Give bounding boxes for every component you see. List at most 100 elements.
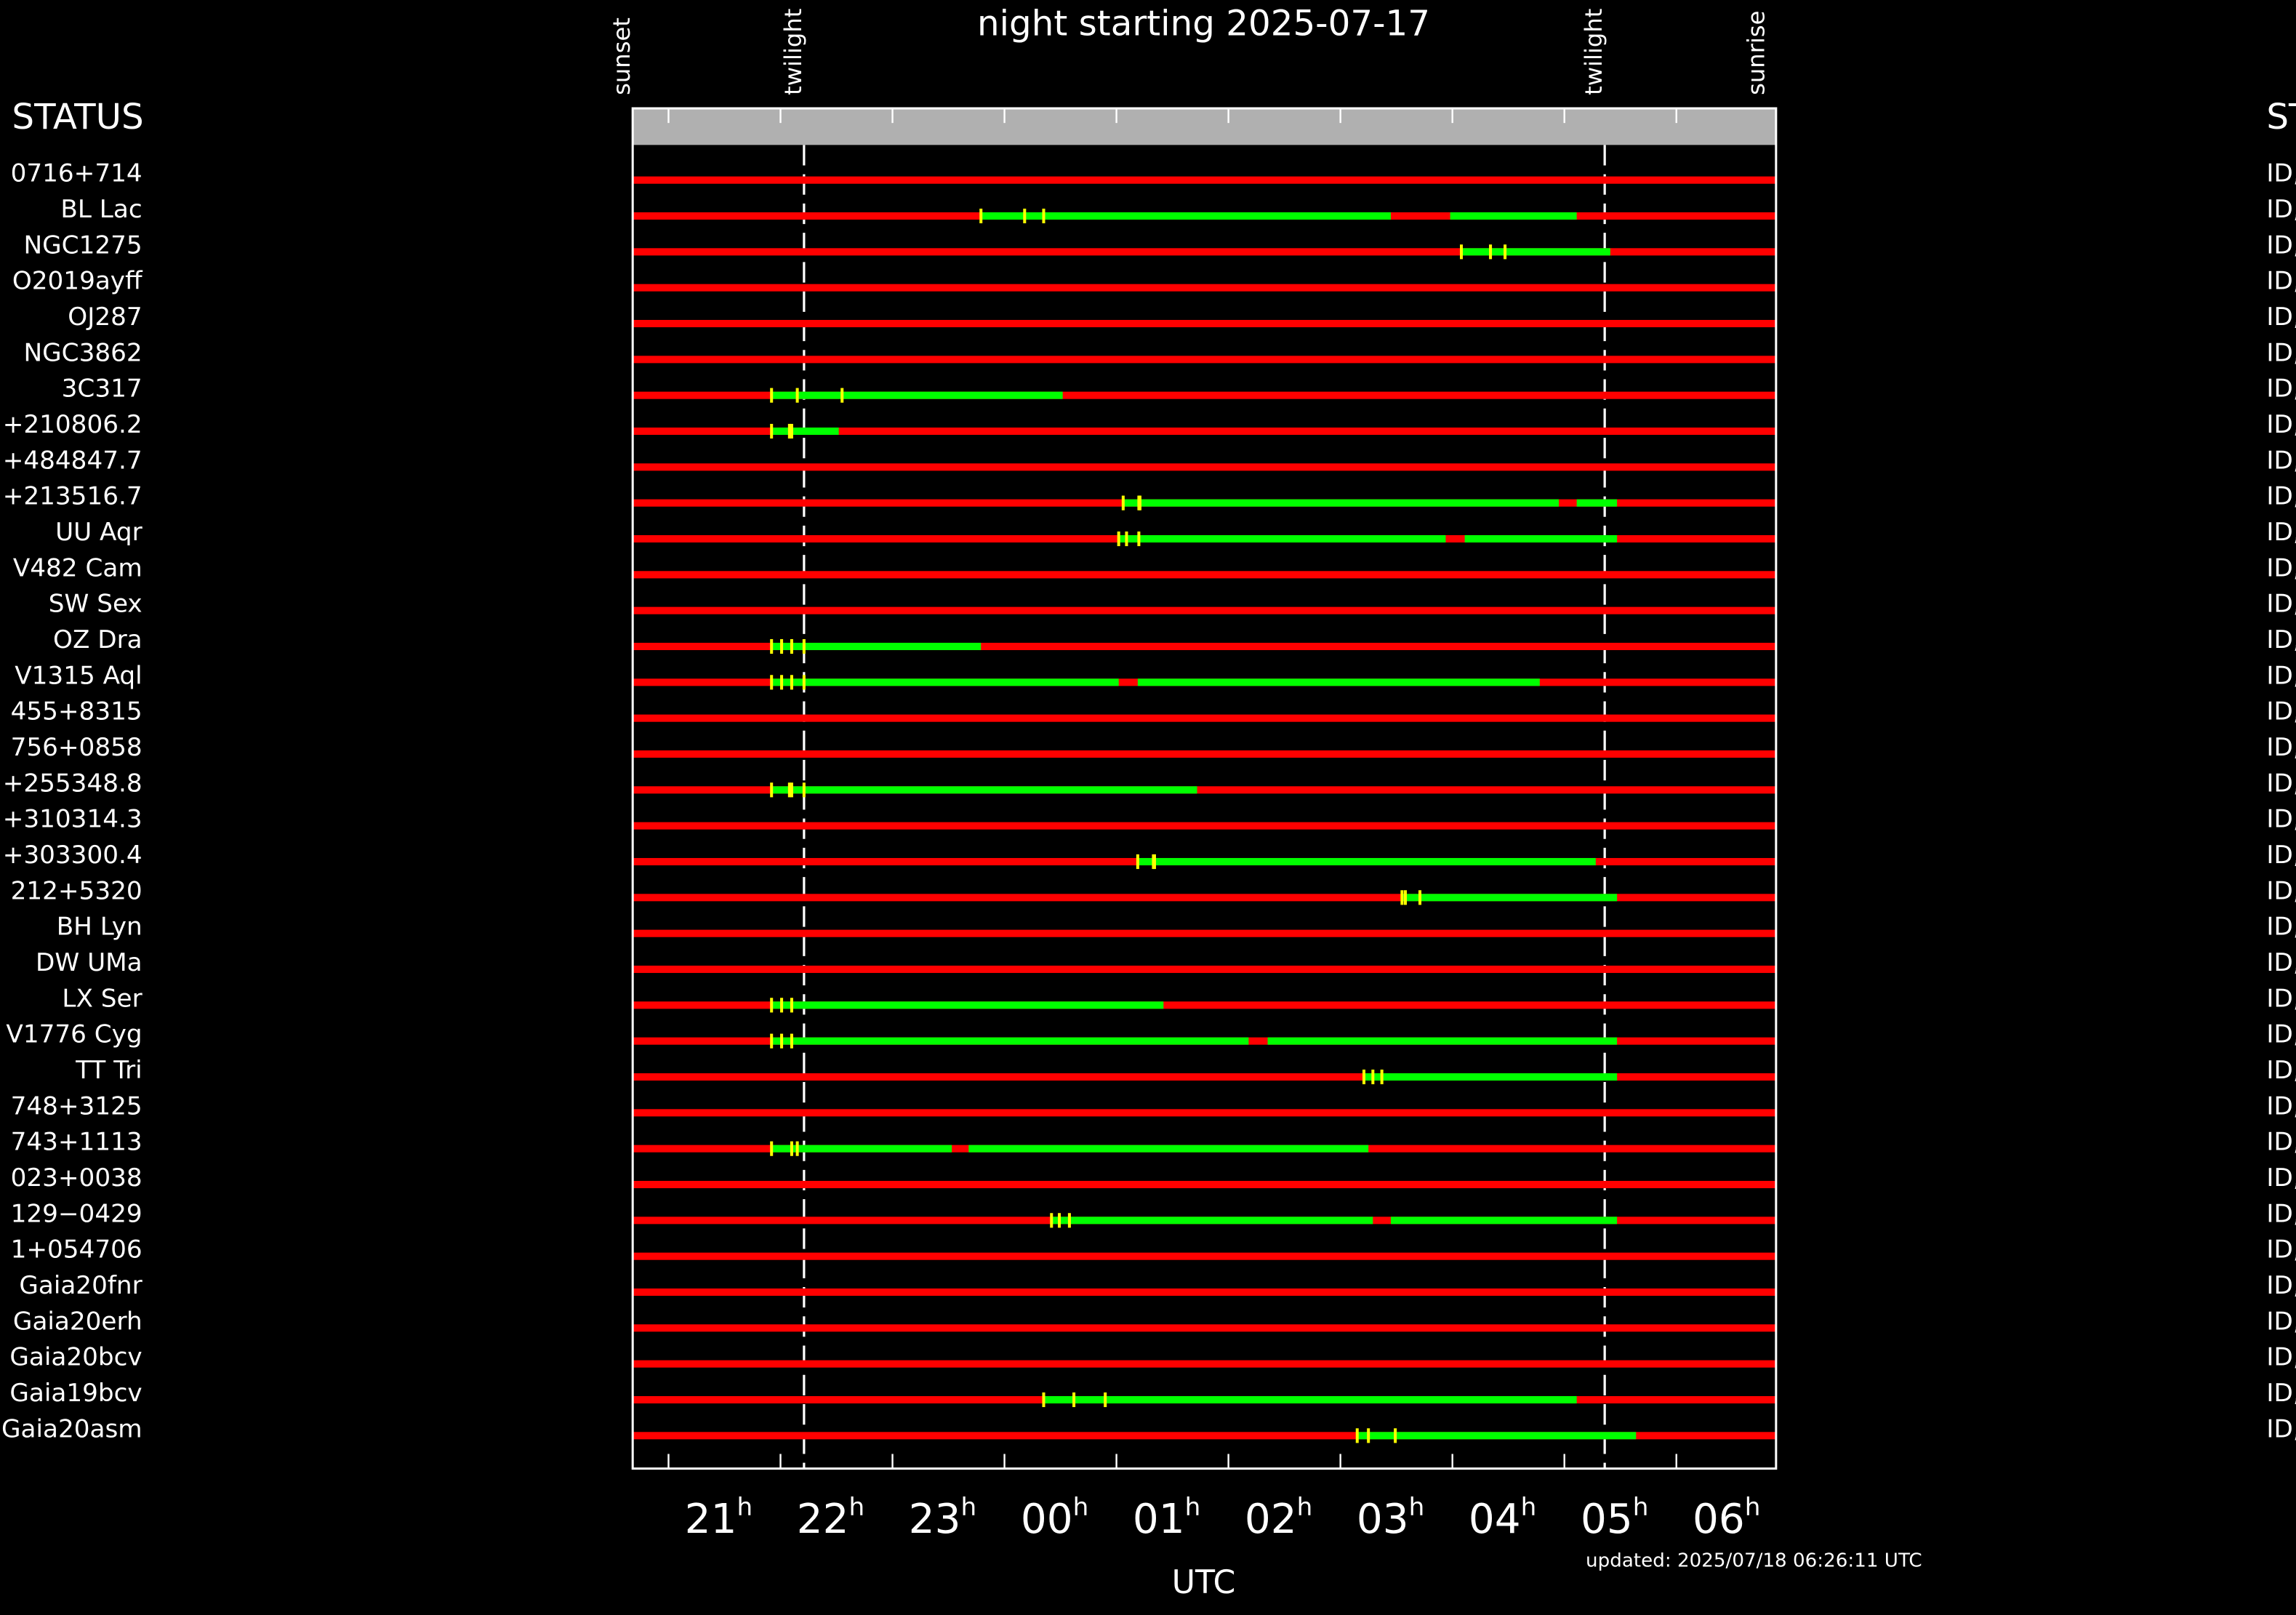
window-mark (770, 675, 774, 690)
window-mark (795, 388, 799, 403)
target-status: ID, (2266, 231, 2296, 260)
window-mark (1367, 1428, 1370, 1443)
row-bar (633, 319, 1776, 328)
target-name: 743+1113 (11, 1128, 143, 1157)
window-mark (770, 423, 774, 439)
row-bar (633, 822, 1776, 830)
target-status: ID, (2266, 553, 2296, 582)
window-mark (1050, 1213, 1053, 1228)
target-status: ID, (2266, 1163, 2296, 1193)
visibility-window (1364, 1073, 1618, 1081)
visibility-window (771, 1145, 952, 1153)
window-mark (1138, 495, 1141, 510)
window-mark (790, 423, 793, 439)
target-name: +484847.7 (3, 446, 143, 475)
row-bar (633, 786, 1776, 794)
window-mark (1136, 854, 1139, 870)
left-header: STATUS (12, 97, 143, 137)
window-mark (780, 638, 784, 654)
target-name: 748+3125 (11, 1091, 143, 1121)
target-name: V482 Cam (13, 553, 143, 582)
window-mark (787, 423, 791, 439)
target-name: +303300.4 (3, 841, 143, 870)
window-mark (780, 998, 784, 1013)
visibility-window (771, 1001, 1164, 1009)
target-name: Gaia20bcv (9, 1343, 142, 1372)
time-header-bar (633, 108, 1776, 145)
target-name: Gaia19bcv (9, 1379, 142, 1408)
target-name: +255348.8 (3, 769, 143, 798)
target-status: ID, (2266, 841, 2296, 870)
target-status: ID, (2266, 590, 2296, 619)
window-mark (1380, 1069, 1384, 1085)
target-status: ID, (2266, 159, 2296, 188)
target-name: 455+8315 (11, 697, 143, 726)
visibility-window (771, 678, 1119, 686)
visibility-window (1450, 212, 1577, 220)
target-name: 212+5320 (11, 876, 143, 905)
row-bar (633, 356, 1776, 364)
target-status: ID, (2266, 661, 2296, 690)
row-bar (633, 894, 1776, 902)
target-status: ID, (2266, 1414, 2296, 1443)
target-status: ID, (2266, 1343, 2296, 1372)
window-mark (790, 675, 793, 690)
window-mark (1042, 208, 1045, 224)
target-status: ID, (2266, 1128, 2296, 1157)
row-bar (633, 642, 1776, 651)
target-status: ID, (2266, 410, 2296, 439)
plot-frame (631, 107, 1778, 1470)
window-mark (1117, 531, 1120, 547)
window-mark (770, 388, 774, 403)
target-name: +210806.2 (3, 410, 143, 439)
window-mark (770, 1033, 774, 1049)
window-mark (787, 782, 791, 798)
window-mark (1504, 244, 1507, 260)
target-name: O2019ayff (12, 267, 143, 296)
target-name: +310314.3 (3, 805, 143, 834)
event-label: twilight (1580, 9, 1607, 95)
target-status: ID, (2266, 267, 2296, 296)
row-bar (633, 965, 1776, 974)
visibility-window (1137, 678, 1540, 686)
window-mark (1403, 890, 1408, 905)
target-status: ID, (2266, 1271, 2296, 1300)
window-mark (1355, 1428, 1359, 1443)
window-mark (840, 388, 844, 403)
window-mark (1394, 1428, 1397, 1443)
window-mark (1023, 208, 1027, 224)
window-mark (1362, 1069, 1366, 1085)
visibility-window (1464, 534, 1618, 543)
event-label: sunrise (1742, 11, 1770, 95)
row-bar (633, 1073, 1776, 1081)
visibility-window (1137, 857, 1596, 866)
row-bar (633, 1109, 1776, 1117)
window-mark (770, 1141, 774, 1156)
window-mark (1067, 1213, 1071, 1228)
row-bar (633, 391, 1776, 399)
x-tick-label: 02h (1245, 1493, 1312, 1543)
window-mark (790, 1033, 793, 1049)
visibility-window (1402, 894, 1618, 902)
window-mark (790, 998, 793, 1013)
row-bar (633, 1288, 1776, 1297)
target-name: 023+0038 (11, 1163, 143, 1193)
visibility-window (771, 391, 1063, 399)
row-bar (633, 248, 1776, 256)
event-label: sunset (608, 17, 635, 95)
chart-title: night starting 2025-07-17 (977, 3, 1430, 44)
window-mark (780, 675, 784, 690)
window-mark (979, 208, 983, 224)
target-status: ID, (2266, 805, 2296, 834)
window-mark (780, 1033, 784, 1049)
target-name: BH Lyn (57, 913, 143, 942)
right-header: ST (2266, 97, 2296, 137)
target-status: ID, (2266, 482, 2296, 511)
target-name: UU Aqr (55, 518, 143, 547)
target-status: ID, (2266, 733, 2296, 762)
row-bar (633, 750, 1776, 758)
row-bar (633, 1001, 1776, 1009)
row-bar (633, 1360, 1776, 1368)
target-status: ID, (2266, 518, 2296, 547)
